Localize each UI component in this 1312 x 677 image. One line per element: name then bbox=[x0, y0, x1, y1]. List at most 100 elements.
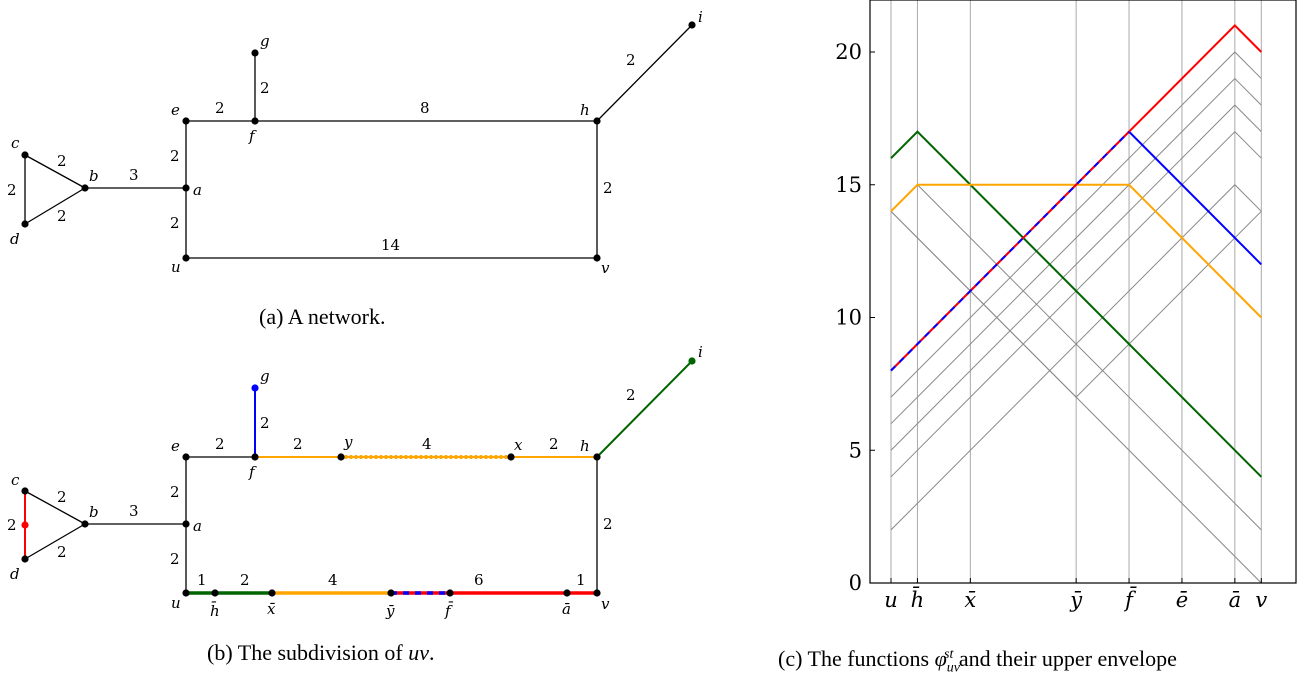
yx-dot bbox=[414, 455, 418, 459]
weight-b-hi: 2 bbox=[626, 386, 636, 404]
yx-dot bbox=[449, 455, 453, 459]
yx-dot bbox=[399, 455, 403, 459]
node-b-d bbox=[21, 555, 29, 563]
weight-b-xbar-ybar: 4 bbox=[328, 571, 338, 589]
label-b-y: y bbox=[343, 433, 353, 451]
node-b-fbar bbox=[446, 589, 454, 597]
yx-dot bbox=[389, 455, 393, 459]
yx-dot bbox=[434, 455, 438, 459]
x-tick-label-0: u bbox=[884, 588, 898, 612]
background-line-7 bbox=[890, 210, 1262, 398]
node-a-i bbox=[688, 21, 696, 29]
label-b-xbar: x̄ bbox=[267, 600, 276, 618]
caption-a: (a) A network. bbox=[259, 304, 386, 329]
yx-dot bbox=[469, 455, 473, 459]
yx-dot bbox=[494, 455, 498, 459]
yx-dot bbox=[359, 455, 363, 459]
label-b-g: g bbox=[260, 367, 270, 385]
edge-b-hi bbox=[596, 360, 693, 458]
node-b-u bbox=[182, 589, 190, 597]
label-b-i: i bbox=[698, 343, 703, 361]
label-b-x: x bbox=[514, 436, 523, 454]
label-a-e: e bbox=[171, 101, 180, 119]
yx-dot bbox=[369, 455, 373, 459]
x-tick-label-2: x̄ bbox=[964, 588, 976, 612]
yx-dot bbox=[384, 455, 388, 459]
node-b-h bbox=[593, 453, 601, 461]
node-b-g bbox=[251, 384, 259, 392]
label-a-g: g bbox=[260, 32, 270, 50]
edge-a-cb bbox=[24, 154, 86, 189]
x-tick-label-1: h̄ bbox=[911, 586, 925, 612]
weight-b-db: 2 bbox=[57, 543, 67, 561]
chart-axes bbox=[869, 0, 1297, 584]
label-a-i: i bbox=[698, 8, 703, 26]
label-b-e: e bbox=[171, 437, 180, 455]
node-b-c bbox=[21, 487, 29, 495]
weight-a-db: 2 bbox=[57, 207, 67, 225]
yx-dot bbox=[364, 455, 368, 459]
label-a-b: b bbox=[89, 167, 99, 185]
node-b-ybar bbox=[387, 589, 395, 597]
yx-dot bbox=[484, 455, 488, 459]
label-b-d: d bbox=[10, 565, 20, 583]
x-tick-label-4: f̄ bbox=[1123, 586, 1137, 612]
yx-dot bbox=[404, 455, 408, 459]
yx-dot bbox=[479, 455, 483, 459]
caption-b: (b) The subdivision of uv. bbox=[207, 640, 435, 665]
y-tick-label-1: 5 bbox=[849, 438, 862, 462]
label-a-h: h bbox=[580, 101, 590, 119]
weight-b-abar-v: 1 bbox=[576, 571, 586, 589]
yx-dot bbox=[474, 455, 478, 459]
node-b-v bbox=[593, 589, 601, 597]
weight-a-cb: 2 bbox=[57, 152, 67, 170]
chart-series bbox=[890, 24, 1263, 478]
edge-b-cb bbox=[24, 490, 86, 525]
label-a-u: u bbox=[171, 258, 181, 276]
label-a-v: v bbox=[601, 259, 610, 277]
yx-dot bbox=[499, 455, 503, 459]
weight-b-cb: 2 bbox=[57, 488, 67, 506]
caption-c: (c) The functions φuvst and their upper … bbox=[778, 646, 1177, 676]
node-b-e bbox=[182, 453, 190, 461]
weight-a-ba: 3 bbox=[129, 166, 139, 184]
edge-b-yx-dots bbox=[344, 455, 508, 459]
label-b-f: f bbox=[248, 463, 257, 481]
node-b-hbar bbox=[211, 589, 219, 597]
series-line-red bbox=[890, 24, 1263, 372]
yx-dot bbox=[379, 455, 383, 459]
x-tick-label-5: ē bbox=[1176, 588, 1188, 612]
x-tick-label-3: ȳ bbox=[1069, 588, 1083, 612]
background-line-1 bbox=[890, 77, 1262, 425]
weight-b-hbar-xbar: 2 bbox=[240, 571, 250, 589]
background-line-3 bbox=[890, 130, 1262, 478]
node-a-v bbox=[593, 254, 601, 262]
label-b-fbar: f̄ bbox=[444, 602, 453, 620]
weight-b-u-hbar: 1 bbox=[197, 571, 207, 589]
weight-a-ef: 2 bbox=[215, 99, 225, 117]
network-b: c d b a e u f g h i v y x h̄ x̄ ȳ f̄ ā 2… bbox=[7, 343, 703, 620]
weight-a-hi: 2 bbox=[626, 51, 636, 69]
label-b-u: u bbox=[171, 594, 181, 612]
node-b-f bbox=[251, 453, 259, 461]
series-line-orange bbox=[890, 183, 1263, 319]
label-a-c: c bbox=[11, 134, 20, 152]
weight-a-cd: 2 bbox=[7, 181, 17, 199]
label-a-d: d bbox=[10, 230, 20, 248]
chart-x-ticks: u h̄ x̄ ȳ f̄ ē ā v bbox=[884, 578, 1267, 612]
node-b-a bbox=[182, 520, 190, 528]
weight-b-xh: 2 bbox=[549, 435, 559, 453]
y-tick-label-4: 20 bbox=[835, 40, 862, 64]
edge-a-hi bbox=[596, 24, 693, 122]
x-tick-label-6: ā bbox=[1229, 588, 1242, 612]
weight-b-hv: 2 bbox=[603, 515, 613, 533]
x-tick-label-7: v bbox=[1255, 588, 1267, 612]
series-line-blue-dashed bbox=[890, 130, 1130, 372]
weight-b-fbar-abar: 6 bbox=[474, 571, 484, 589]
background-line-0 bbox=[890, 51, 1262, 398]
yx-dot bbox=[439, 455, 443, 459]
node-a-g bbox=[251, 49, 259, 57]
yx-dot bbox=[504, 455, 508, 459]
y-tick-label-3: 15 bbox=[835, 173, 862, 197]
weight-b-fy: 2 bbox=[293, 435, 303, 453]
